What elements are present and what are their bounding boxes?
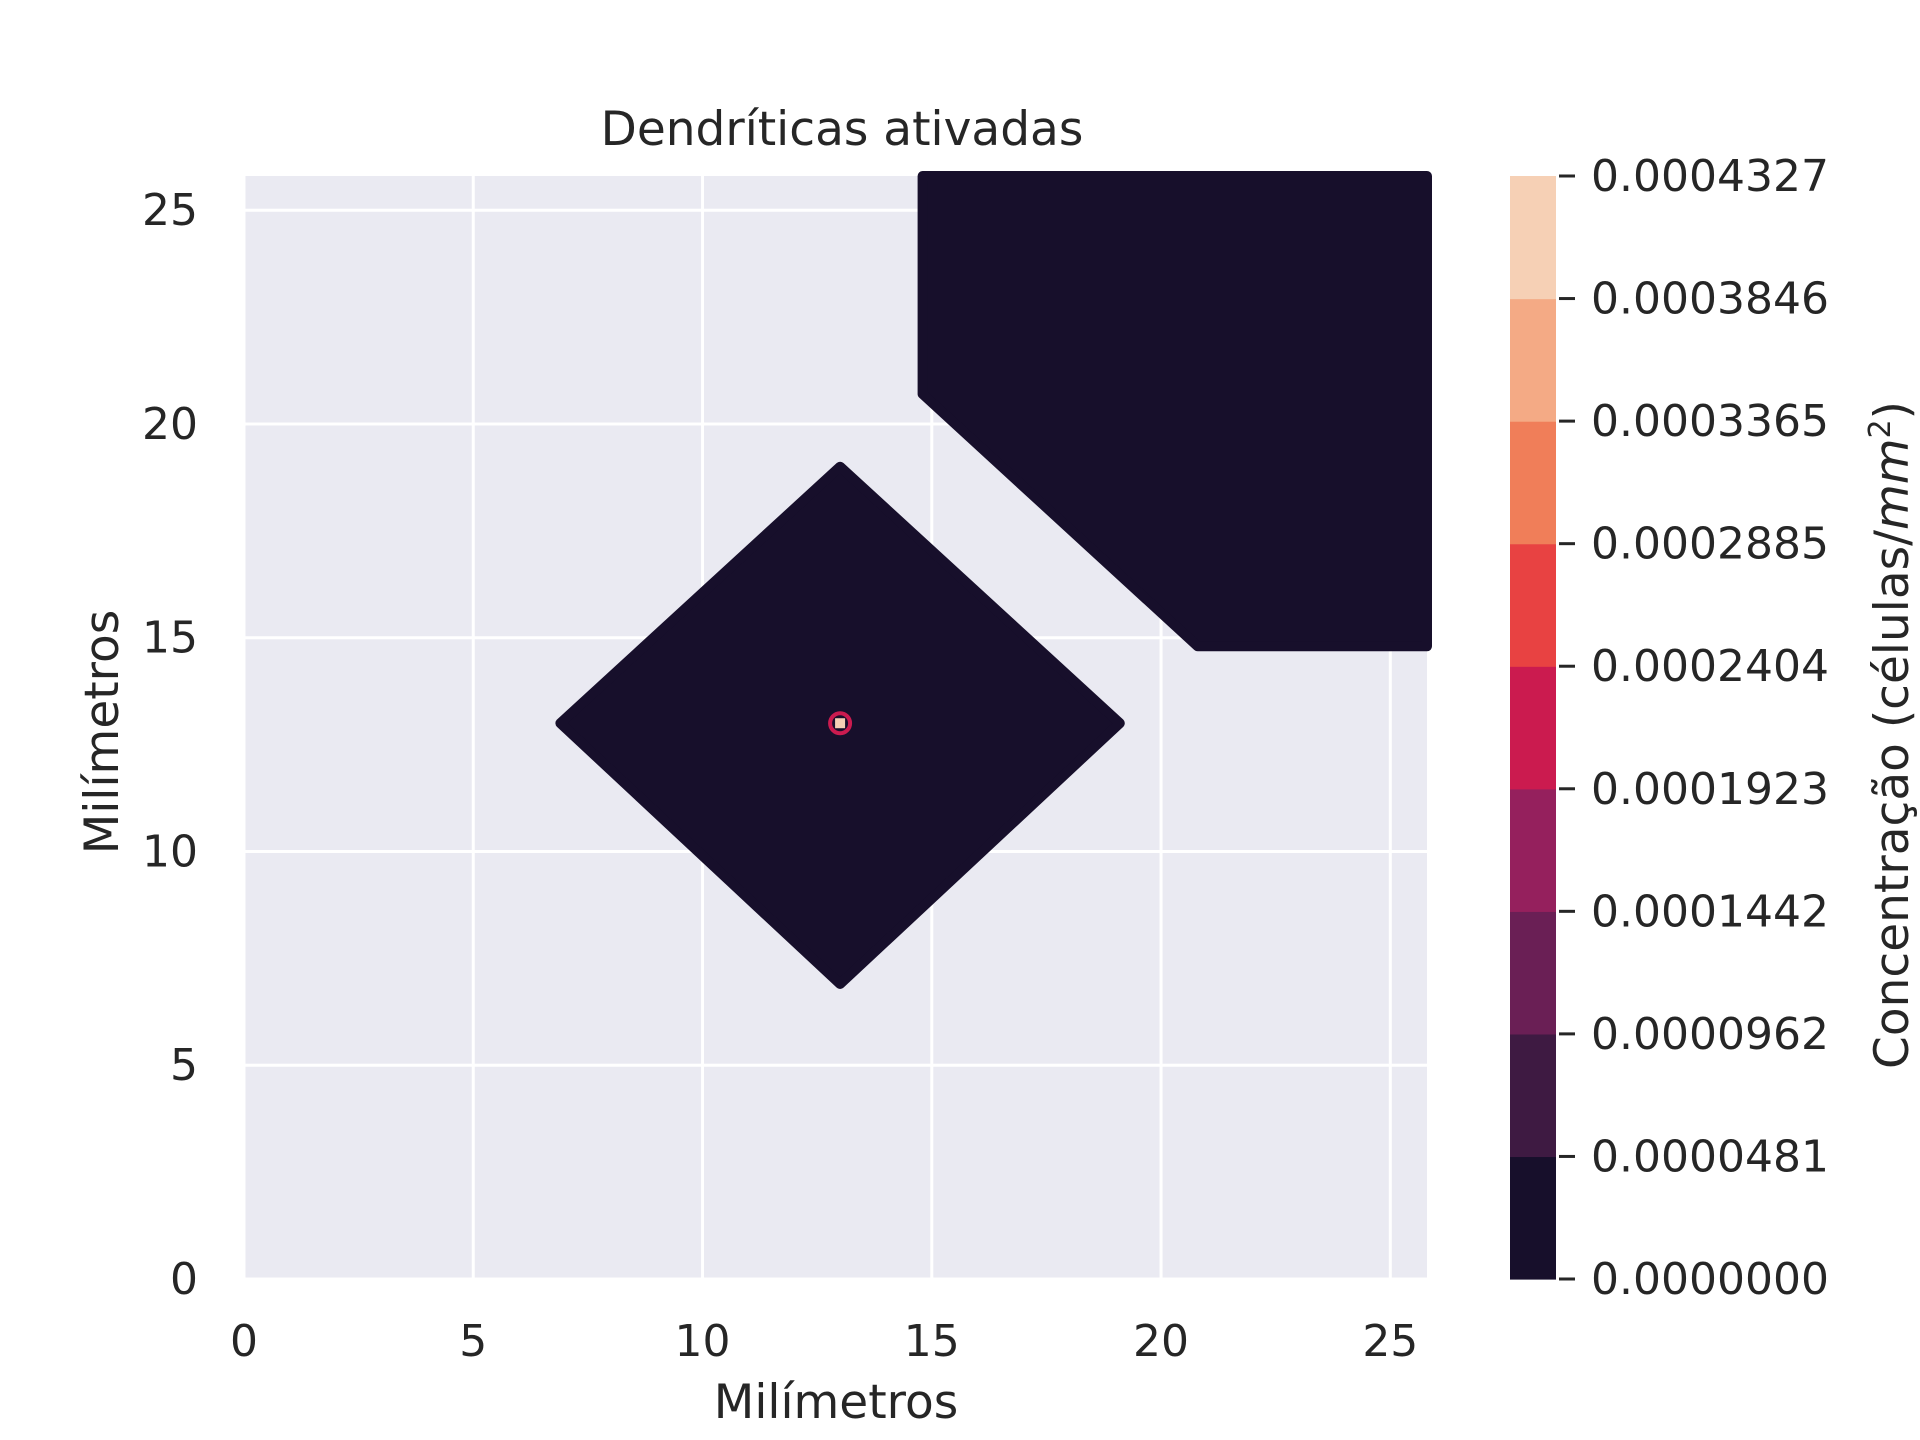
chart-title: Dendríticas ativadas xyxy=(601,102,1084,157)
colorbar-tick-label: 0.0004327 xyxy=(1591,151,1829,202)
x-tick-label: 0 xyxy=(230,1316,258,1367)
x-tick-label: 20 xyxy=(1133,1316,1189,1367)
colorbar-band xyxy=(1510,1033,1556,1158)
colorbar-tick-label: 0.0000000 xyxy=(1591,1254,1829,1305)
y-tick-labels: 0 5 10 15 20 25 xyxy=(142,185,198,1305)
colorbar-label: Concentração (células/mm2) xyxy=(1863,401,1920,1069)
colorbar-tick-label: 0.0003846 xyxy=(1591,274,1829,325)
colorbar-band xyxy=(1510,666,1556,790)
x-tick-labels: 0 5 10 15 20 25 xyxy=(230,1316,1418,1367)
colorbar-band xyxy=(1510,1156,1556,1280)
colorbar-tick-label: 0.0000481 xyxy=(1591,1131,1829,1182)
x-tick-label: 25 xyxy=(1362,1316,1418,1367)
colorbar-tick-label: 0.0002404 xyxy=(1591,641,1829,692)
y-tick-label: 0 xyxy=(170,1254,198,1305)
colorbar-label-unit: mm xyxy=(1865,438,1920,530)
colorbar-tick-label: 0.0000962 xyxy=(1591,1009,1829,1060)
contour-region-upper-right xyxy=(917,171,1432,652)
colorbar-band xyxy=(1510,911,1556,1035)
colorbar-band xyxy=(1510,543,1556,667)
x-tick-label: 15 xyxy=(904,1316,960,1367)
colorbar-tick-label: 0.0002885 xyxy=(1591,519,1829,570)
contour-regions xyxy=(555,171,1432,989)
y-tick-label: 5 xyxy=(170,1040,198,1091)
x-tick-label: 10 xyxy=(675,1316,731,1367)
y-tick-label: 15 xyxy=(142,613,198,664)
colorbar-band xyxy=(1510,788,1556,912)
contour-center-spot xyxy=(828,711,853,736)
colorbar-tick-label: 0.0001442 xyxy=(1591,886,1829,937)
plot-area xyxy=(242,171,1432,1281)
colorbar-band xyxy=(1510,298,1556,422)
colorbar: 0.0000000 0.0000481 0.0000962 0.0001442 0.00… xyxy=(1510,151,1829,1305)
x-tick-label: 5 xyxy=(459,1316,487,1367)
x-axis-label: Milímetros xyxy=(714,1375,958,1430)
colorbar-tick-label: 0.0001923 xyxy=(1591,764,1829,815)
y-tick-label: 20 xyxy=(142,399,198,450)
colorbar-label-exp: 2 xyxy=(1863,419,1898,438)
colorbar-band xyxy=(1510,421,1556,545)
y-tick-label: 10 xyxy=(142,826,198,877)
colorbar-tick-label: 0.0003365 xyxy=(1591,396,1829,447)
contour-center-peak xyxy=(835,718,846,729)
colorbar-label-prefix: Concentração (células/ xyxy=(1865,530,1920,1069)
y-tick-label: 25 xyxy=(142,185,198,236)
y-axis-label: Milímetros xyxy=(75,610,130,854)
colorbar-label-suffix: ) xyxy=(1865,401,1920,419)
colorbar-band xyxy=(1510,176,1556,300)
